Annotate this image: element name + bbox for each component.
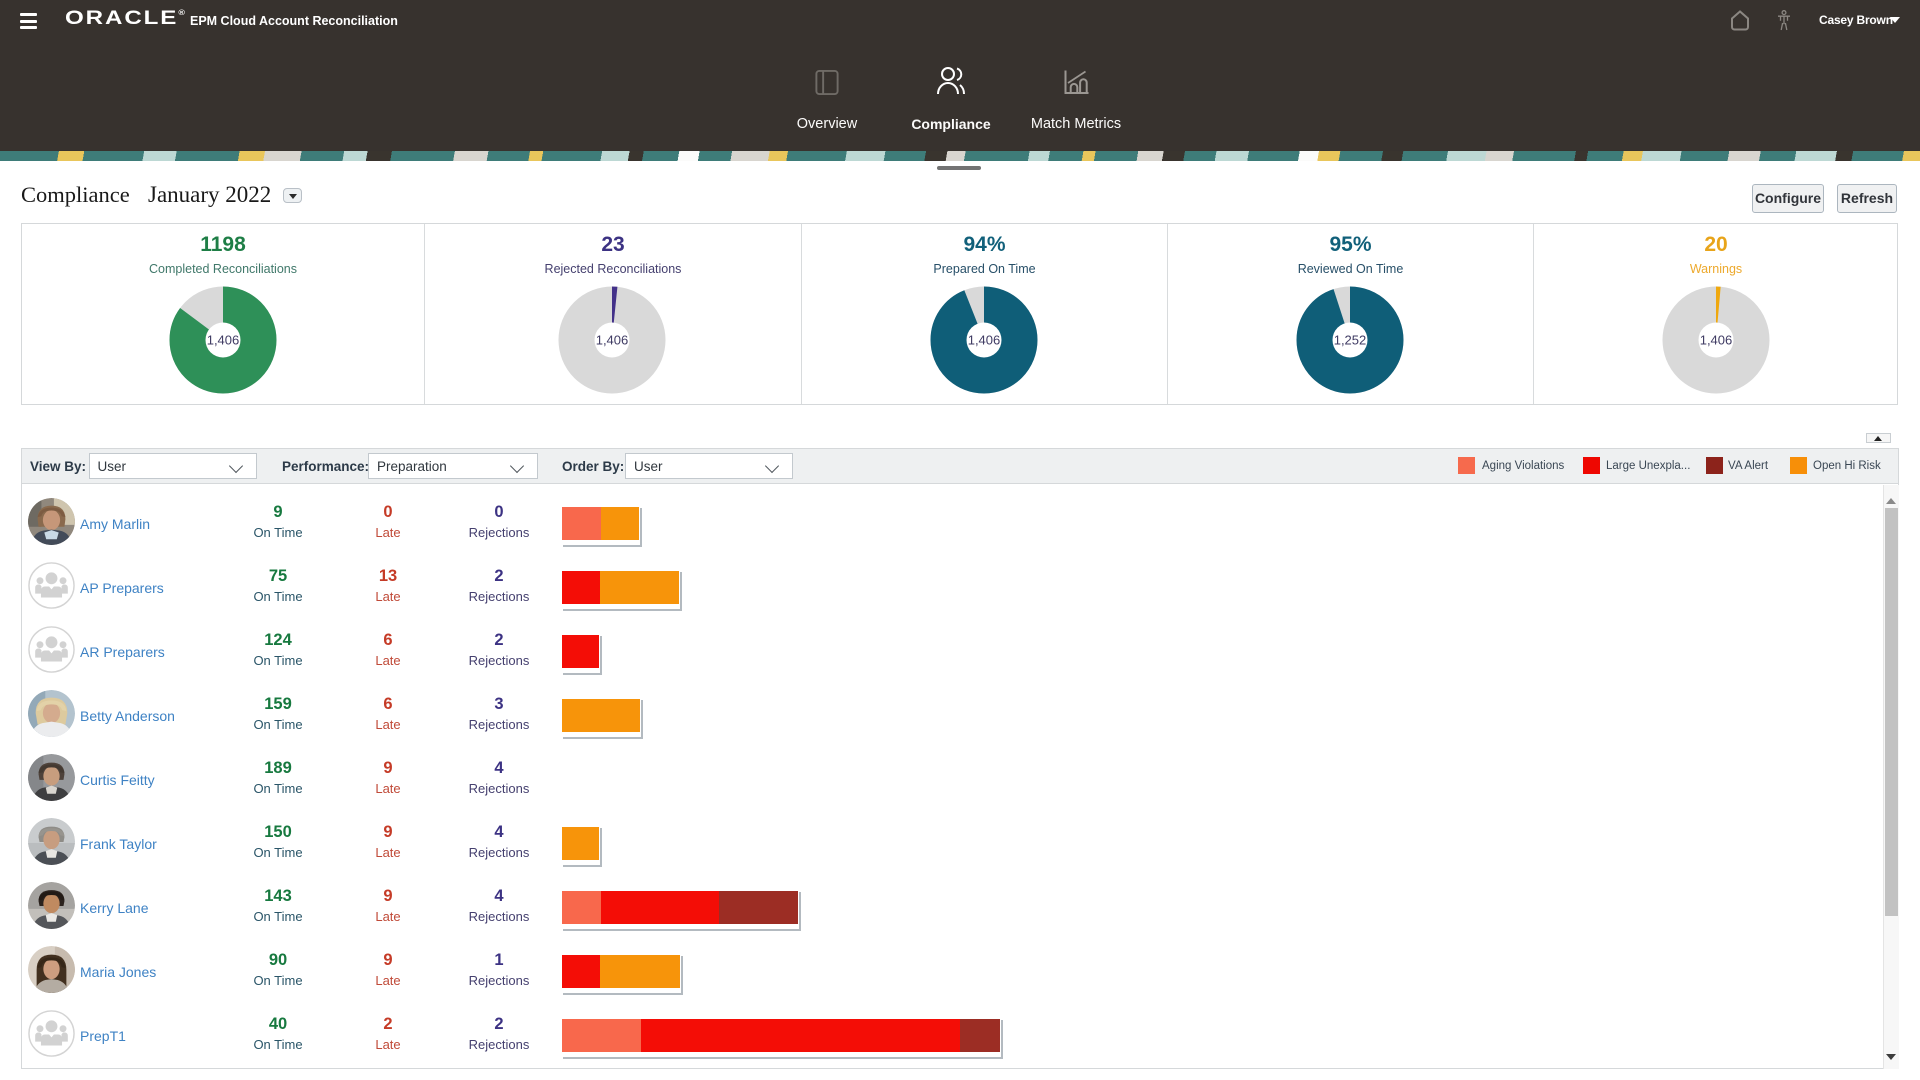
svg-text:1,406: 1,406 <box>596 333 629 348</box>
svg-text:1,406: 1,406 <box>207 333 240 348</box>
svg-text:1,406: 1,406 <box>968 333 1001 348</box>
svg-text:1,406: 1,406 <box>1700 333 1733 348</box>
svg-text:1,252: 1,252 <box>1334 333 1367 348</box>
